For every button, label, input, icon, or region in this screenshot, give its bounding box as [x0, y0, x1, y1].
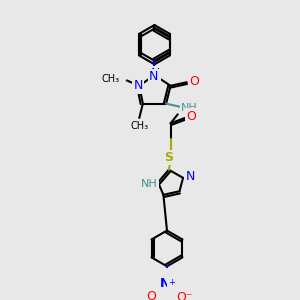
Text: N: N	[149, 70, 158, 83]
Text: N: N	[151, 67, 160, 80]
Text: N: N	[134, 79, 143, 92]
Text: NH: NH	[181, 103, 198, 113]
Text: O: O	[186, 110, 196, 123]
Text: N: N	[185, 169, 195, 182]
Text: O: O	[189, 75, 199, 88]
Text: NH: NH	[141, 179, 158, 189]
Text: N: N	[160, 277, 170, 290]
Text: CH₃: CH₃	[101, 74, 120, 84]
Text: O⁻: O⁻	[177, 291, 193, 300]
Text: S: S	[164, 151, 173, 164]
Text: +: +	[168, 278, 175, 287]
Text: CH₃: CH₃	[130, 121, 148, 131]
Text: O: O	[146, 290, 156, 300]
